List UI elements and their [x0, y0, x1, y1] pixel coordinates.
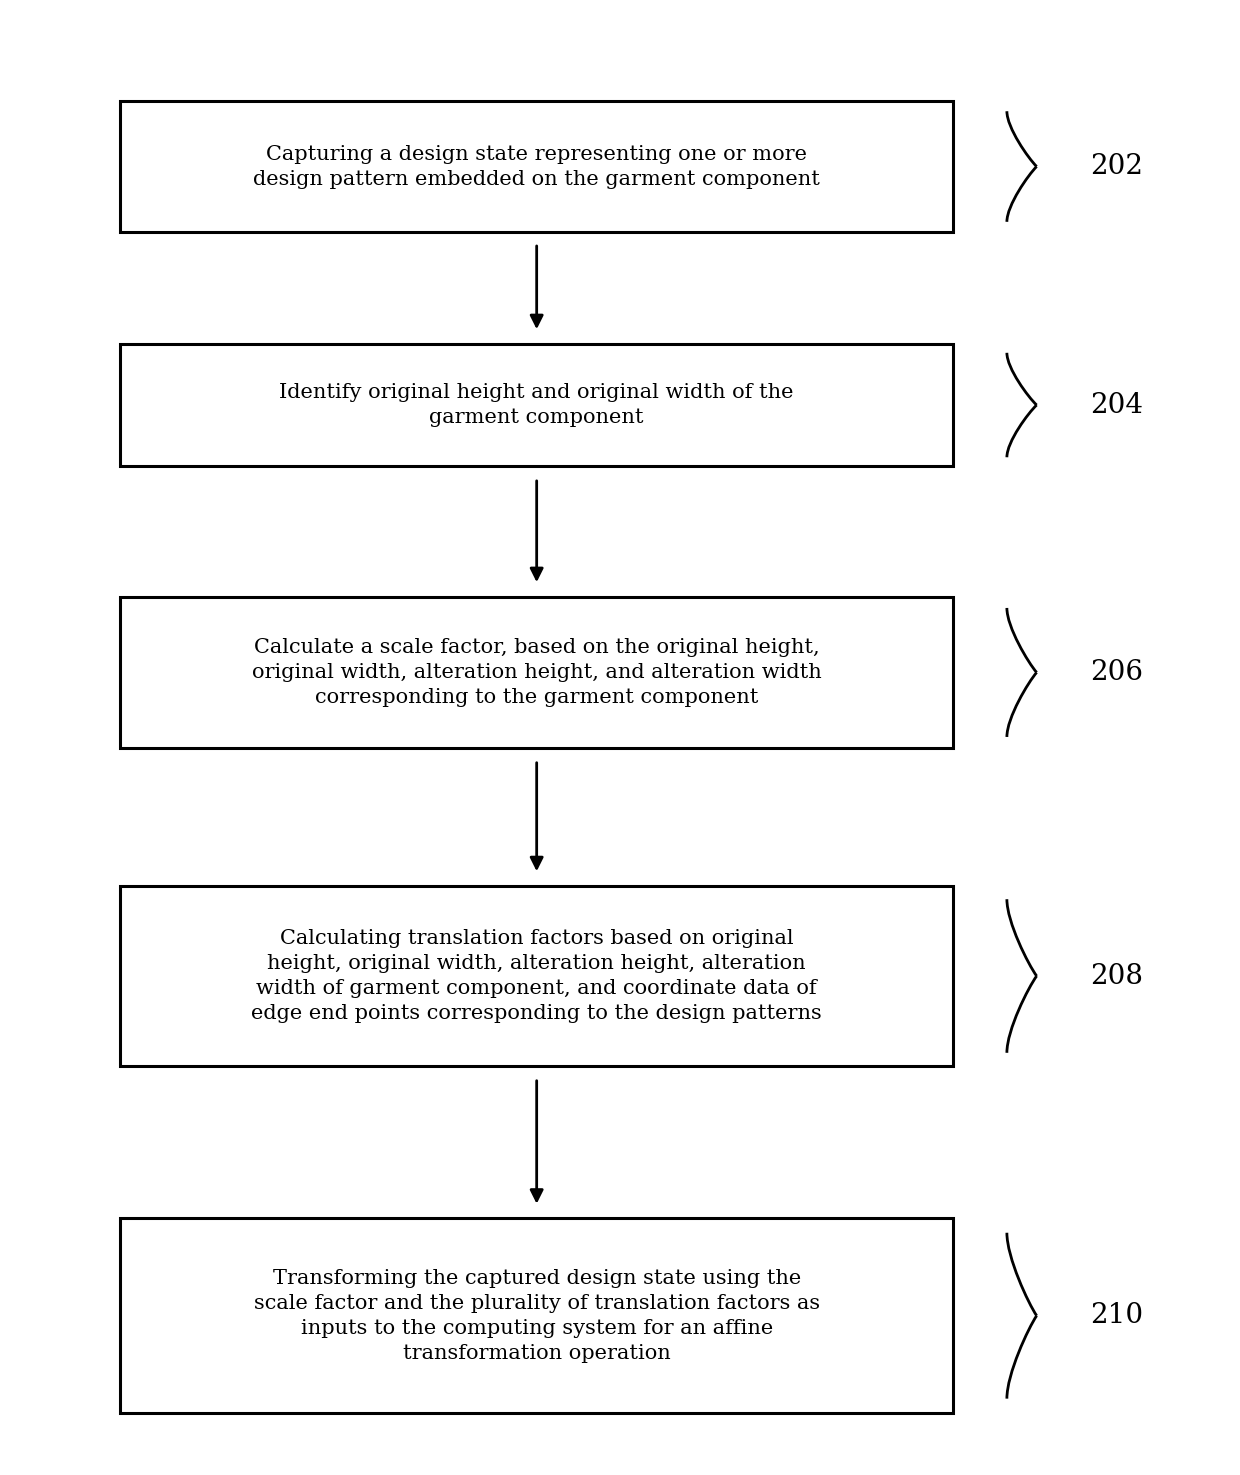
Text: 202: 202 — [1090, 153, 1143, 180]
Text: 208: 208 — [1090, 963, 1143, 990]
Text: Identify original height and original width of the
garment component: Identify original height and original wi… — [279, 384, 794, 428]
FancyBboxPatch shape — [120, 102, 954, 232]
Text: 204: 204 — [1090, 391, 1143, 419]
FancyBboxPatch shape — [120, 885, 954, 1066]
Text: Calculate a scale factor, based on the original height,
original width, alterati: Calculate a scale factor, based on the o… — [252, 639, 822, 707]
Text: 206: 206 — [1090, 659, 1143, 686]
FancyBboxPatch shape — [120, 596, 954, 748]
Text: Calculating translation factors based on original
height, original width, altera: Calculating translation factors based on… — [252, 929, 822, 1024]
Text: 210: 210 — [1090, 1302, 1143, 1329]
Text: Capturing a design state representing one or more
design pattern embedded on the: Capturing a design state representing on… — [253, 145, 820, 189]
FancyBboxPatch shape — [120, 344, 954, 466]
FancyBboxPatch shape — [120, 1218, 954, 1413]
Text: Transforming the captured design state using the
scale factor and the plurality : Transforming the captured design state u… — [254, 1268, 820, 1363]
